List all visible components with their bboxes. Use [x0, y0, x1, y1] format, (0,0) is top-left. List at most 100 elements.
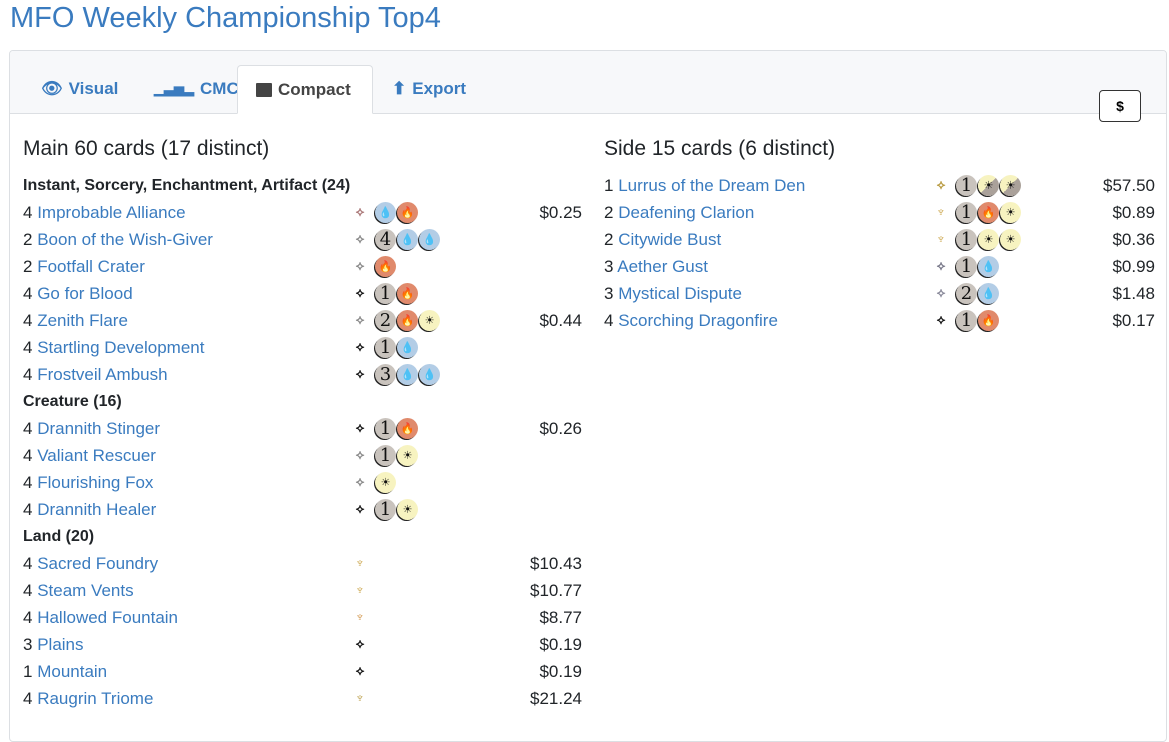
main-deck-column: Main 60 cards (17 distinct) Instant, Sorc… — [23, 136, 582, 712]
card-name-link[interactable]: Drannith Stinger — [37, 419, 161, 438]
card-group-heading: Land (20) — [23, 528, 95, 545]
tab-export[interactable]: ⬆ Export — [392, 79, 467, 98]
mana-cost: 1 🔥 ☀ — [956, 202, 1022, 223]
card-row: 4 Raugrin Triome ♆ $21.24 — [23, 685, 582, 712]
card-name-link[interactable]: Sacred Foundry — [37, 554, 159, 573]
rare-set-icon: ♆ — [355, 690, 365, 705]
uncommon-set-icon: ⟡ — [936, 285, 946, 300]
rare-set-icon: ♆ — [355, 555, 365, 570]
card-name-link[interactable]: Plains — [37, 635, 84, 654]
card-name-link[interactable]: Drannith Healer — [37, 500, 157, 519]
generic-mana-icon: 3 — [375, 364, 396, 385]
card-name-link[interactable]: Mountain — [37, 662, 108, 681]
tab-cmc[interactable]: ▁▃▅▂ CMC — [154, 79, 239, 98]
card-row: 4 Zenith Flare ⟡ 2 🔥 ☀ $0.44 — [23, 307, 582, 334]
mana-cost: 1 💧 — [956, 256, 1000, 277]
generic-mana-icon: 1 — [956, 229, 977, 250]
card-name-link[interactable]: Citywide Bust — [618, 230, 722, 249]
card-count: 4 — [604, 311, 614, 330]
card-name-link[interactable]: Raugrin Triome — [37, 689, 154, 708]
red-mana-icon: 🔥 — [397, 418, 418, 439]
blue-mana-icon: 💧 — [419, 364, 440, 385]
card-row: 4 Steam Vents ♆ $10.77 — [23, 577, 582, 604]
blue-mana-icon: 💧 — [419, 229, 440, 250]
tab-compact[interactable]: Compact — [237, 65, 373, 114]
mana-cost: 💧 🔥 — [375, 202, 419, 223]
uncommon-set-icon: ⟡ — [355, 231, 365, 246]
blue-mana-icon: 💧 — [397, 337, 418, 358]
generic-mana-icon: 1 — [375, 499, 396, 520]
card-row: 4 Valiant Rescuer ⟡ 1 ☀ — [23, 442, 582, 469]
card-count: 2 — [23, 230, 33, 249]
card-name-link[interactable]: Hallowed Fountain — [37, 608, 179, 627]
card-name-link[interactable]: Lurrus of the Dream Den — [618, 176, 806, 195]
rare-set-icon: ♆ — [936, 204, 946, 219]
mana-cost: 1 🔥 — [375, 283, 419, 304]
card-price: $10.43 — [530, 554, 582, 573]
card-row: 2 Boon of the Wish-Giver ⟡ 4 💧 💧 — [23, 226, 582, 253]
generic-mana-icon: 4 — [375, 229, 396, 250]
card-name-link[interactable]: Footfall Crater — [37, 257, 145, 276]
card-name-link[interactable]: Frostveil Ambush — [37, 365, 168, 384]
card-name-link[interactable]: Improbable Alliance — [37, 203, 186, 222]
mana-cost: 1 🔥 — [375, 418, 419, 439]
card-count: 4 — [23, 284, 33, 303]
mana-cost: 1 ☀ — [375, 445, 419, 466]
card-name-link[interactable]: Boon of the Wish-Giver — [37, 230, 213, 249]
blue-mana-icon: 💧 — [397, 229, 418, 250]
card-name-link[interactable]: Aether Gust — [617, 257, 708, 276]
uncommon-set-icon: ⟡ — [355, 474, 365, 489]
card-price: $0.44 — [539, 311, 582, 330]
card-count: 4 — [23, 203, 33, 222]
card-count: 4 — [23, 419, 33, 438]
uncommon-set-icon: ⟡ — [355, 447, 365, 462]
blue-mana-icon: 💧 — [375, 202, 396, 223]
card-count: 4 — [23, 500, 33, 519]
white-mana-icon: ☀ — [1000, 202, 1021, 223]
tab-visual[interactable]: 👁 Visual — [41, 79, 119, 98]
card-price: $1.48 — [1112, 284, 1155, 303]
card-row: 1 Mountain ⟡ $0.19 — [23, 658, 582, 685]
common-set-icon: ⟡ — [355, 663, 365, 678]
card-group-heading: Instant, Sorcery, Enchantment, Artifact … — [23, 177, 351, 194]
card-price: $21.24 — [530, 689, 582, 708]
uncommon-set-icon: ⟡ — [355, 312, 365, 327]
uncommon-set-icon: ⟡ — [355, 258, 365, 273]
blue-mana-icon: 💧 — [397, 364, 418, 385]
card-name-link[interactable]: Steam Vents — [37, 581, 134, 600]
mythic-set-icon: ⟡ — [936, 177, 946, 192]
card-row: 3 Mystical Dispute ⟡ 2 💧 $1.48 — [604, 280, 1155, 307]
deck-panel: 👁 Visual ▁▃▅▂ CMC Compact ⬆ Export — [9, 50, 1167, 742]
card-name-link[interactable]: Scorching Dragonfire — [618, 311, 778, 330]
mana-cost: ☀ — [375, 472, 397, 493]
card-name-link[interactable]: Flourishing Fox — [37, 473, 154, 492]
page-title: MFO Weekly Championship Top4 — [10, 2, 441, 34]
common-set-icon: ⟡ — [355, 285, 365, 300]
card-name-link[interactable]: Deafening Clarion — [618, 203, 755, 222]
generic-mana-icon: 1 — [375, 418, 396, 439]
card-name-link[interactable]: Zenith Flare — [37, 311, 128, 330]
white-black-hybrid-mana-icon: ☀ — [1000, 175, 1021, 196]
common-set-icon: ⟡ — [355, 636, 365, 651]
card-name-link[interactable]: Go for Blood — [37, 284, 133, 303]
mana-cost: 1 💧 — [375, 337, 419, 358]
currency-toggle-button[interactable]: $ — [1099, 90, 1141, 122]
card-row: 3 Aether Gust ⟡ 1 💧 $0.99 — [604, 253, 1155, 280]
card-name-link[interactable]: Startling Development — [37, 338, 205, 357]
card-count: 2 — [23, 257, 33, 276]
card-count: 2 — [604, 203, 614, 222]
rare-set-icon: ♆ — [355, 582, 365, 597]
card-count: 4 — [23, 365, 33, 384]
card-row: 1 Lurrus of the Dream Den ⟡ 1 ☀ ☀ $57.50 — [604, 172, 1155, 199]
card-price: $0.19 — [539, 635, 582, 654]
red-mana-icon: 🔥 — [397, 202, 418, 223]
card-row: 4 Startling Development ⟡ 1 💧 — [23, 334, 582, 361]
card-name-link[interactable]: Mystical Dispute — [618, 284, 742, 303]
card-price: $0.26 — [539, 419, 582, 438]
blue-mana-icon: 💧 — [978, 256, 999, 277]
card-price: $0.36 — [1112, 230, 1155, 249]
card-name-link[interactable]: Valiant Rescuer — [37, 446, 156, 465]
red-mana-icon: 🔥 — [375, 256, 396, 277]
card-price: $10.77 — [530, 581, 582, 600]
mana-cost: 1 ☀ ☀ — [956, 175, 1022, 196]
